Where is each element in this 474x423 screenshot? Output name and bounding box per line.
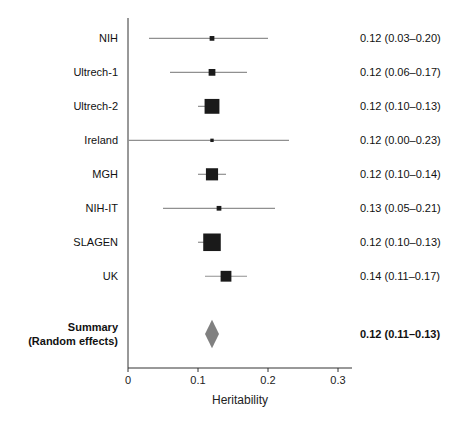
value-label: 0.14 (0.11–0.17) — [360, 270, 440, 282]
study-estimate — [221, 271, 232, 282]
study-label: SLAGEN — [73, 236, 118, 248]
x-tick — [338, 368, 339, 372]
x-tick-label: 0.1 — [190, 374, 205, 386]
study-estimate — [206, 168, 218, 180]
x-axis-title: Heritability — [212, 393, 268, 407]
plot-marks — [128, 36, 289, 348]
study-label: NIH-IT — [86, 202, 119, 214]
study-estimate — [205, 99, 220, 114]
study-label: MGH — [92, 168, 118, 180]
x-tick — [128, 368, 129, 372]
value-label: 0.12 (0.10–0.13) — [360, 236, 441, 248]
x-tick — [268, 368, 269, 372]
confidence-interval — [149, 38, 268, 39]
study-label: Ultrech-2 — [73, 100, 118, 112]
value-label: 0.12 (0.10–0.14) — [360, 168, 441, 180]
x-tick-label: 0.3 — [330, 374, 345, 386]
x-tick-label: 0.2 — [260, 374, 275, 386]
study-label: Ultrech-1 — [73, 66, 118, 78]
summary-label: (Random effects) — [28, 335, 118, 347]
study-estimate — [210, 36, 215, 41]
study-label: NIH — [99, 32, 118, 44]
summary-label: Summary — [68, 321, 119, 333]
study-estimate — [210, 139, 213, 142]
x-tick — [198, 368, 199, 372]
summary-diamond — [205, 320, 219, 349]
study-estimate — [209, 69, 216, 76]
summary-value-label: 0.12 (0.11–0.13) — [360, 328, 440, 340]
x-axis-line — [128, 368, 352, 369]
value-label: 0.13 (0.05–0.21) — [360, 202, 441, 214]
study-estimate — [203, 233, 221, 251]
x-tick-label: 0 — [125, 374, 131, 386]
value-label: 0.12 (0.06–0.17) — [360, 66, 441, 78]
study-label: Ireland — [84, 134, 118, 146]
reference-line — [128, 18, 129, 368]
study-estimate — [217, 206, 222, 211]
confidence-interval — [170, 72, 247, 73]
study-label: UK — [103, 270, 119, 282]
confidence-interval — [128, 140, 289, 141]
value-label: 0.12 (0.10–0.13) — [360, 100, 441, 112]
value-label: 0.12 (0.00–0.23) — [360, 134, 441, 146]
chart: 0 0.1 0.2 0.3 Heritability NIH 0.12 (0.03–0.20… — [0, 0, 474, 423]
value-label: 0.12 (0.03–0.20) — [360, 32, 441, 44]
